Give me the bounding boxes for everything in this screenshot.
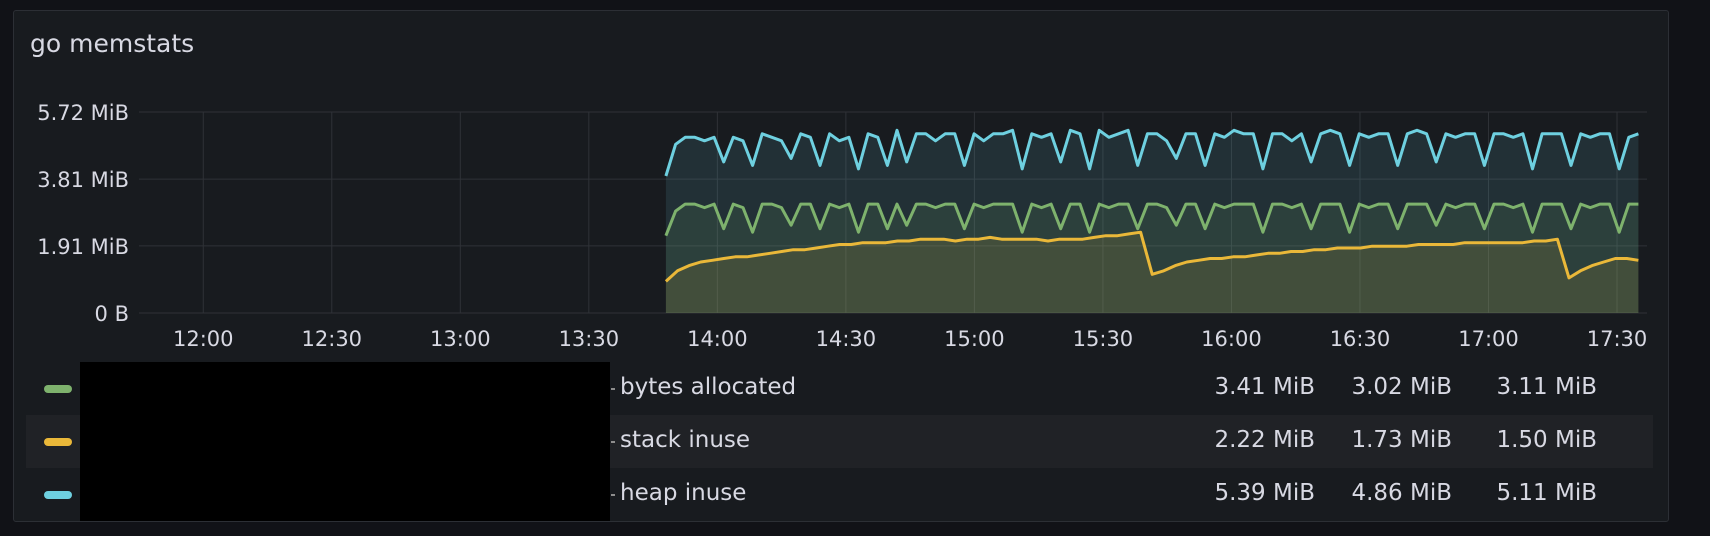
- redacted-block: [80, 415, 610, 468]
- legend-stat-2: 1.73 MiB: [1351, 427, 1452, 453]
- series-area-stack-inuse: [665, 232, 1639, 313]
- legend-stat-current: 5.39 MiB: [1214, 480, 1315, 506]
- x-tick-label: 17:30: [1587, 327, 1648, 351]
- series-area-bytes-allocated: [665, 204, 1639, 313]
- legend-row-heap-inuse[interactable]: heap inuse 5.39 MiB 4.86 MiB 5.11 MiB: [26, 468, 1653, 521]
- legend-swatch-stack-inuse[interactable]: [44, 438, 72, 446]
- x-tick-label: 16:30: [1330, 327, 1391, 351]
- x-tick-label: 13:00: [430, 327, 491, 351]
- y-tick-label: 0 B: [95, 302, 129, 326]
- legend-separator: [611, 494, 615, 496]
- legend-stat-current: 3.41 MiB: [1214, 374, 1315, 400]
- x-tick-label: 14:00: [687, 327, 748, 351]
- series-line-stack-inuse: [664, 230, 1639, 283]
- x-tick-label: 14:30: [816, 327, 877, 351]
- x-tick-label: 15:30: [1073, 327, 1134, 351]
- x-tick-label: 16:00: [1201, 327, 1262, 351]
- legend-stat-3: 1.50 MiB: [1496, 427, 1597, 453]
- panel-title[interactable]: go memstats: [30, 29, 195, 58]
- x-tick-label: 17:00: [1458, 327, 1519, 351]
- legend-swatch-bytes-allocated[interactable]: [44, 385, 72, 393]
- x-tick-label: 15:00: [944, 327, 1005, 351]
- legend-label[interactable]: heap inuse: [620, 480, 747, 506]
- legend-stat-current: 2.22 MiB: [1214, 427, 1315, 453]
- y-tick-label: 5.72 MiB: [37, 101, 129, 125]
- series-line-heap-inuse: [664, 128, 1639, 177]
- y-tick-label: 3.81 MiB: [37, 168, 129, 192]
- legend-stat-3: 3.11 MiB: [1496, 374, 1597, 400]
- legend-row-bytes-allocated[interactable]: bytes allocated 3.41 MiB 3.02 MiB 3.11 M…: [26, 362, 1653, 415]
- legend-label[interactable]: bytes allocated: [620, 374, 797, 400]
- x-tick-label: 12:30: [302, 327, 363, 351]
- y-tick-label: 1.91 MiB: [37, 235, 129, 259]
- legend-swatch-heap-inuse[interactable]: [44, 491, 72, 499]
- legend-label[interactable]: stack inuse: [620, 427, 751, 453]
- redacted-block: [80, 468, 610, 521]
- series-area-heap-inuse: [665, 130, 1639, 313]
- redacted-block: [80, 362, 610, 415]
- legend-stat-2: 4.86 MiB: [1351, 480, 1452, 506]
- x-tick-label: 13:30: [559, 327, 620, 351]
- legend-stat-2: 3.02 MiB: [1351, 374, 1452, 400]
- legend-stat-3: 5.11 MiB: [1496, 480, 1597, 506]
- series-line-bytes-allocated: [664, 202, 1639, 237]
- x-tick-label: 12:00: [173, 327, 234, 351]
- legend-row-stack-inuse[interactable]: stack inuse 2.22 MiB 1.73 MiB 1.50 MiB: [26, 415, 1653, 468]
- chart-legend: bytes allocated 3.41 MiB 3.02 MiB 3.11 M…: [26, 362, 1653, 521]
- legend-separator: [611, 388, 615, 390]
- legend-separator: [611, 441, 615, 443]
